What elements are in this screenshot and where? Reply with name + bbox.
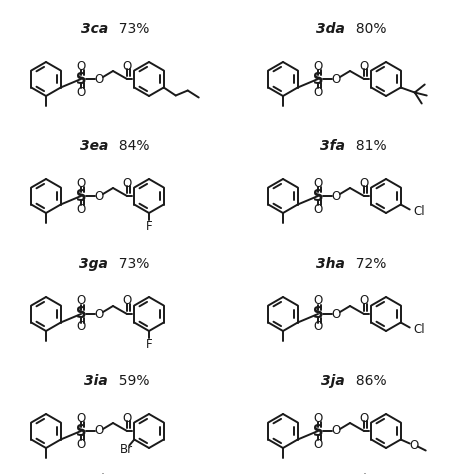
- Text: O: O: [359, 176, 369, 190]
- Text: S: S: [313, 423, 323, 438]
- Text: O: O: [76, 60, 86, 73]
- Text: S: S: [313, 72, 323, 86]
- Text: 72%: 72%: [347, 257, 386, 271]
- Text: O: O: [409, 439, 419, 452]
- Text: 3da: 3da: [316, 22, 345, 36]
- Text: O: O: [76, 294, 86, 308]
- Text: S: S: [76, 307, 86, 321]
- Text: 3fa: 3fa: [320, 139, 345, 153]
- Text: O: O: [313, 202, 323, 216]
- Text: S: S: [76, 189, 86, 203]
- Text: O: O: [122, 411, 132, 425]
- Text: O: O: [359, 294, 369, 308]
- Text: 84%: 84%: [110, 139, 149, 153]
- Text: S: S: [313, 189, 323, 203]
- Text: O: O: [313, 294, 323, 308]
- Text: 59%: 59%: [110, 374, 149, 388]
- Text: O: O: [359, 411, 369, 425]
- Text: 73%: 73%: [110, 22, 149, 36]
- Text: O: O: [313, 85, 323, 99]
- Text: O: O: [76, 438, 86, 450]
- Text: O: O: [122, 294, 132, 308]
- Text: S: S: [76, 423, 86, 438]
- Text: 81%: 81%: [347, 139, 387, 153]
- Text: O: O: [94, 73, 104, 85]
- Text: O: O: [76, 202, 86, 216]
- Text: O: O: [313, 320, 323, 334]
- Text: O: O: [359, 60, 369, 73]
- Text: Cl: Cl: [414, 205, 425, 218]
- Text: O: O: [76, 411, 86, 425]
- Text: S: S: [76, 72, 86, 86]
- Text: O: O: [331, 73, 341, 85]
- Text: 86%: 86%: [347, 374, 387, 388]
- Text: O: O: [76, 85, 86, 99]
- Text: 80%: 80%: [347, 22, 386, 36]
- Text: 3ea: 3ea: [80, 139, 108, 153]
- Text: F: F: [146, 219, 152, 233]
- Text: F: F: [146, 337, 152, 350]
- Text: O: O: [313, 438, 323, 450]
- Text: O: O: [331, 190, 341, 202]
- Text: Br: Br: [120, 443, 133, 456]
- Text: 73%: 73%: [110, 257, 149, 271]
- Text: 3ha: 3ha: [316, 257, 345, 271]
- Text: O: O: [94, 425, 104, 438]
- Text: Cl: Cl: [414, 323, 425, 336]
- Text: O: O: [94, 190, 104, 202]
- Text: O: O: [331, 308, 341, 320]
- Text: O: O: [94, 308, 104, 320]
- Text: 3ga: 3ga: [79, 257, 108, 271]
- Text: 3ja: 3ja: [321, 374, 345, 388]
- Text: O: O: [76, 176, 86, 190]
- Text: 3ca: 3ca: [81, 22, 108, 36]
- Text: O: O: [122, 60, 132, 73]
- Text: O: O: [313, 411, 323, 425]
- Text: 3ia: 3ia: [84, 374, 108, 388]
- Text: S: S: [313, 307, 323, 321]
- Text: O: O: [313, 60, 323, 73]
- Text: O: O: [76, 320, 86, 334]
- Text: O: O: [313, 176, 323, 190]
- Text: O: O: [331, 425, 341, 438]
- Text: O: O: [122, 176, 132, 190]
